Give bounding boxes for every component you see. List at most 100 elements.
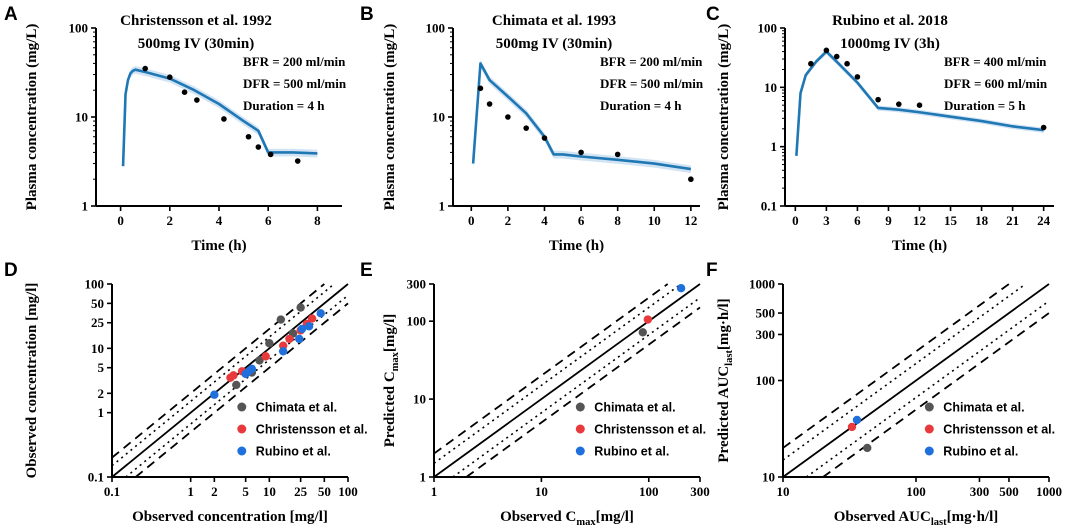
y-tick-label: 500 [756,306,776,321]
observed-point [477,85,484,92]
legend-marker [575,424,585,434]
x-tick-label: 0 [792,213,799,228]
x-tick-label: 6 [578,213,585,228]
legend-marker [924,402,934,412]
fold-2-line [782,283,1010,449]
scatter-point [247,364,257,374]
fold-2-line [465,306,701,478]
y-tick-label: 300 [407,277,427,292]
observed-point [541,135,548,141]
x-tick-label: 0 [117,213,124,228]
x-tick-label: 100 [906,484,926,499]
dialysis-annotation: Duration = 5 h [944,98,1026,113]
legend-label: Christensson et al. [943,423,1055,437]
fold-1-5-line [805,300,1050,478]
observed-point [833,53,840,60]
fold-2-line [135,302,349,478]
scatter-point [265,339,274,348]
legend-label: Rubino et al. [943,445,1018,459]
panel-d: D0.1 1 2 5 10 25 50 1000.1125102550100Observed … [4,260,368,525]
x-tick-label: 3 [823,213,830,228]
y-axis-title-sub: max [390,351,401,371]
x-tick-label: 0 [468,213,475,228]
panel-title-line: 1000mg IV (3h) [840,36,940,52]
observed-point [523,125,529,131]
x-axis-title: Observed Cmax[mg/l] [500,509,634,528]
legend-label: Christensson et al. [594,423,706,437]
y-tick-label: 100 [426,21,446,36]
scatter-point [232,380,241,390]
x-axis-title-sub: max [576,517,596,528]
y-tick-label: 1 [98,405,105,420]
x-tick-label: 2 [505,213,512,228]
x-axis-title-tail: [mg·h/l] [947,509,999,525]
y-tick-label: 50 [91,296,104,311]
scatter-point [297,324,307,334]
y-tick-label: 25 [91,315,105,330]
legend-marker [575,446,585,456]
observed-point [194,97,200,103]
y-tick-label: 100 [407,314,427,329]
x-tick-label: 1 [431,484,438,499]
x-axis-title-main: Observed C [500,509,576,525]
y-axis-title: Observed concentration [mg/l] [24,283,40,479]
legend-marker [237,424,247,434]
predicted-line [471,62,692,171]
observed-point [255,144,262,150]
observed-point [808,60,814,67]
y-tick-label: 1 [82,199,89,214]
identity-line [782,283,1050,478]
x-axis-title: Observed concentration [mg/l] [132,509,328,525]
panel-title-line: 500mg IV (30min) [496,36,612,52]
x-axis-title: Time (h) [549,238,604,254]
observed-point [844,60,850,67]
x-axis-title: Observed AUClast[mg·h/l] [834,509,999,528]
scatter-point [261,352,270,361]
x-tick-label: 50 [318,484,331,499]
x-tick-label: 21 [1006,213,1019,228]
x-tick-label: 1 [187,484,194,499]
dialysis-annotation: BFR = 200 ml/min [600,54,703,69]
x-tick-label: 12 [684,213,697,228]
panel-title-line: 500mg IV (30min) [138,36,254,52]
scatter-point [285,334,294,344]
scatter-point [295,334,304,344]
x-tick-label: 500 [999,484,1019,499]
y-tick-label: 10 [764,80,777,95]
dialysis-annotation: DFR = 500 ml/min [243,76,347,91]
x-tick-label: 300 [690,484,710,499]
dialysis-annotation: BFR = 400 ml/min [944,54,1047,69]
panel-c: C 0 3 6 9 12 15 18 21 24 0.1 1 10 100 Plasma concentra… [706,4,1054,254]
legend-label: Chimata et al. [256,401,337,415]
legend-label: Chimata et al. [594,401,675,415]
legend-label: Rubino et al. [594,445,669,459]
y-tick-label: 100 [85,277,105,292]
scatter-point [255,356,264,365]
observed-point [875,96,881,103]
dialysis-annotation: Duration = 4 h [600,98,682,113]
x-tick-label: 1000 [1036,484,1062,499]
scatter-point [643,315,653,324]
y-tick-label: 10 [413,392,426,407]
panel-letter: D [4,260,18,281]
x-axis-title: Time (h) [892,238,947,254]
x-axis-title-tail: [mg/l] [596,509,634,525]
observed-point [142,65,148,72]
x-axis-title: Time (h) [191,238,246,254]
x-tick-label: 10 [263,484,276,499]
fold-1-5-line [782,283,1027,461]
y-axis-title-tail: [mg·h/l] [716,298,732,350]
y-axis-title-main: Predicted C [382,371,398,447]
identity-line [433,283,701,478]
scatter-point [304,322,314,331]
observed-point [896,101,902,107]
legend-label: Christensson et al. [256,423,368,437]
fold-2-line [433,283,669,455]
panel-title-line: Christensson et al. 1992 [120,13,272,29]
scatter-point [676,283,686,293]
dialysis-annotation: DFR = 500 ml/min [600,76,704,91]
observed-point [267,151,274,158]
y-tick-label: 100 [69,21,89,36]
x-tick-label: 10 [648,213,661,228]
observed-point [245,133,252,140]
